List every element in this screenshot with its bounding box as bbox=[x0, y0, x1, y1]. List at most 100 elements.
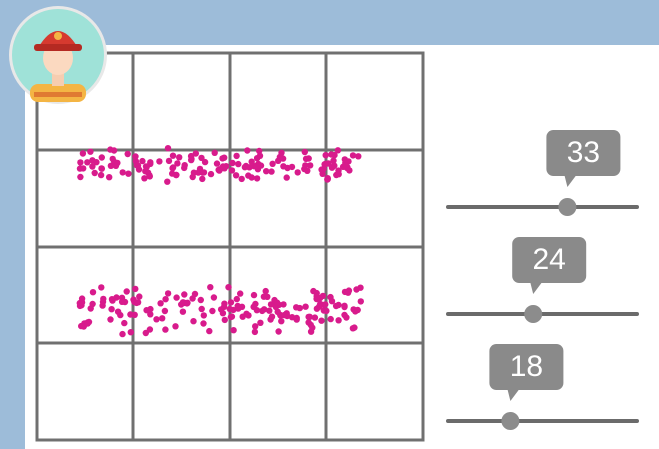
particle bbox=[302, 162, 308, 168]
particle bbox=[225, 284, 231, 290]
particle bbox=[295, 169, 301, 175]
slider-value: 18 bbox=[510, 350, 543, 383]
particle bbox=[336, 171, 342, 177]
particle bbox=[284, 174, 290, 180]
particle bbox=[108, 306, 114, 312]
particle bbox=[100, 296, 106, 302]
particle bbox=[252, 323, 258, 329]
particle bbox=[117, 312, 123, 318]
particle bbox=[257, 320, 263, 326]
particle bbox=[107, 316, 113, 322]
particle bbox=[119, 331, 125, 337]
particle bbox=[199, 176, 205, 182]
particle bbox=[169, 165, 175, 171]
particle bbox=[305, 319, 311, 325]
particle bbox=[106, 174, 112, 180]
particle bbox=[237, 290, 243, 296]
particle bbox=[335, 317, 341, 323]
particle bbox=[250, 304, 256, 310]
particle bbox=[323, 308, 329, 314]
particle bbox=[263, 288, 269, 294]
particle bbox=[80, 150, 86, 156]
particle bbox=[242, 164, 248, 170]
particle bbox=[98, 165, 104, 171]
particle bbox=[308, 329, 314, 335]
particle bbox=[269, 161, 275, 167]
particle bbox=[305, 314, 311, 320]
particle bbox=[153, 316, 159, 322]
particle bbox=[113, 294, 119, 300]
particle bbox=[320, 166, 326, 172]
particle bbox=[173, 172, 179, 178]
particle bbox=[253, 163, 259, 169]
particle bbox=[222, 317, 228, 323]
particle bbox=[328, 316, 334, 322]
slider-value: 24 bbox=[533, 243, 566, 276]
slider-thumb[interactable] bbox=[524, 305, 542, 323]
particle bbox=[220, 163, 226, 169]
particle bbox=[221, 155, 227, 161]
particle bbox=[162, 326, 168, 332]
particle bbox=[143, 330, 149, 336]
particle bbox=[228, 299, 234, 305]
particle bbox=[350, 325, 356, 331]
particle bbox=[266, 308, 272, 314]
particle bbox=[249, 174, 255, 180]
particle bbox=[170, 153, 176, 159]
particle bbox=[113, 163, 119, 169]
particle bbox=[293, 304, 299, 310]
particle bbox=[278, 318, 284, 324]
particle bbox=[110, 156, 116, 162]
particle bbox=[193, 150, 199, 156]
particle bbox=[342, 162, 348, 168]
particle bbox=[77, 174, 83, 180]
particle bbox=[89, 157, 95, 163]
particle bbox=[98, 284, 104, 290]
particle bbox=[355, 307, 361, 313]
particle bbox=[87, 149, 93, 155]
particle bbox=[174, 160, 180, 166]
particle bbox=[165, 290, 171, 296]
particle bbox=[127, 311, 133, 317]
particle bbox=[235, 161, 241, 167]
particle bbox=[251, 292, 257, 298]
particle bbox=[190, 318, 196, 324]
particle bbox=[328, 151, 334, 157]
particle bbox=[280, 155, 286, 161]
particle bbox=[157, 300, 163, 306]
slider-thumb[interactable] bbox=[558, 198, 576, 216]
slider-value: 33 bbox=[567, 136, 600, 169]
particle bbox=[165, 145, 171, 151]
particle bbox=[181, 291, 187, 297]
particle bbox=[199, 306, 205, 312]
particle bbox=[99, 302, 105, 308]
particle bbox=[314, 293, 320, 299]
particle bbox=[78, 323, 84, 329]
particle bbox=[164, 179, 170, 185]
particle bbox=[289, 164, 295, 170]
screen: 33 24 18 bbox=[0, 0, 659, 449]
particle bbox=[192, 291, 198, 297]
particle bbox=[201, 169, 207, 175]
particle bbox=[99, 154, 105, 160]
particle bbox=[280, 163, 286, 169]
particle bbox=[125, 171, 131, 177]
particle bbox=[281, 312, 287, 318]
particle bbox=[302, 304, 308, 310]
particle bbox=[188, 157, 194, 163]
particle bbox=[235, 305, 241, 311]
particle bbox=[233, 153, 239, 159]
slider-thumb[interactable] bbox=[501, 412, 519, 430]
particle bbox=[92, 170, 98, 176]
particle bbox=[182, 162, 188, 168]
particle bbox=[220, 310, 226, 316]
avatar[interactable] bbox=[9, 6, 107, 104]
particle bbox=[350, 152, 356, 158]
particle bbox=[278, 150, 284, 156]
particle bbox=[212, 150, 218, 156]
particle bbox=[229, 167, 235, 173]
particle bbox=[252, 329, 258, 335]
particle bbox=[184, 300, 190, 306]
particle bbox=[209, 308, 215, 314]
particle bbox=[221, 304, 227, 310]
